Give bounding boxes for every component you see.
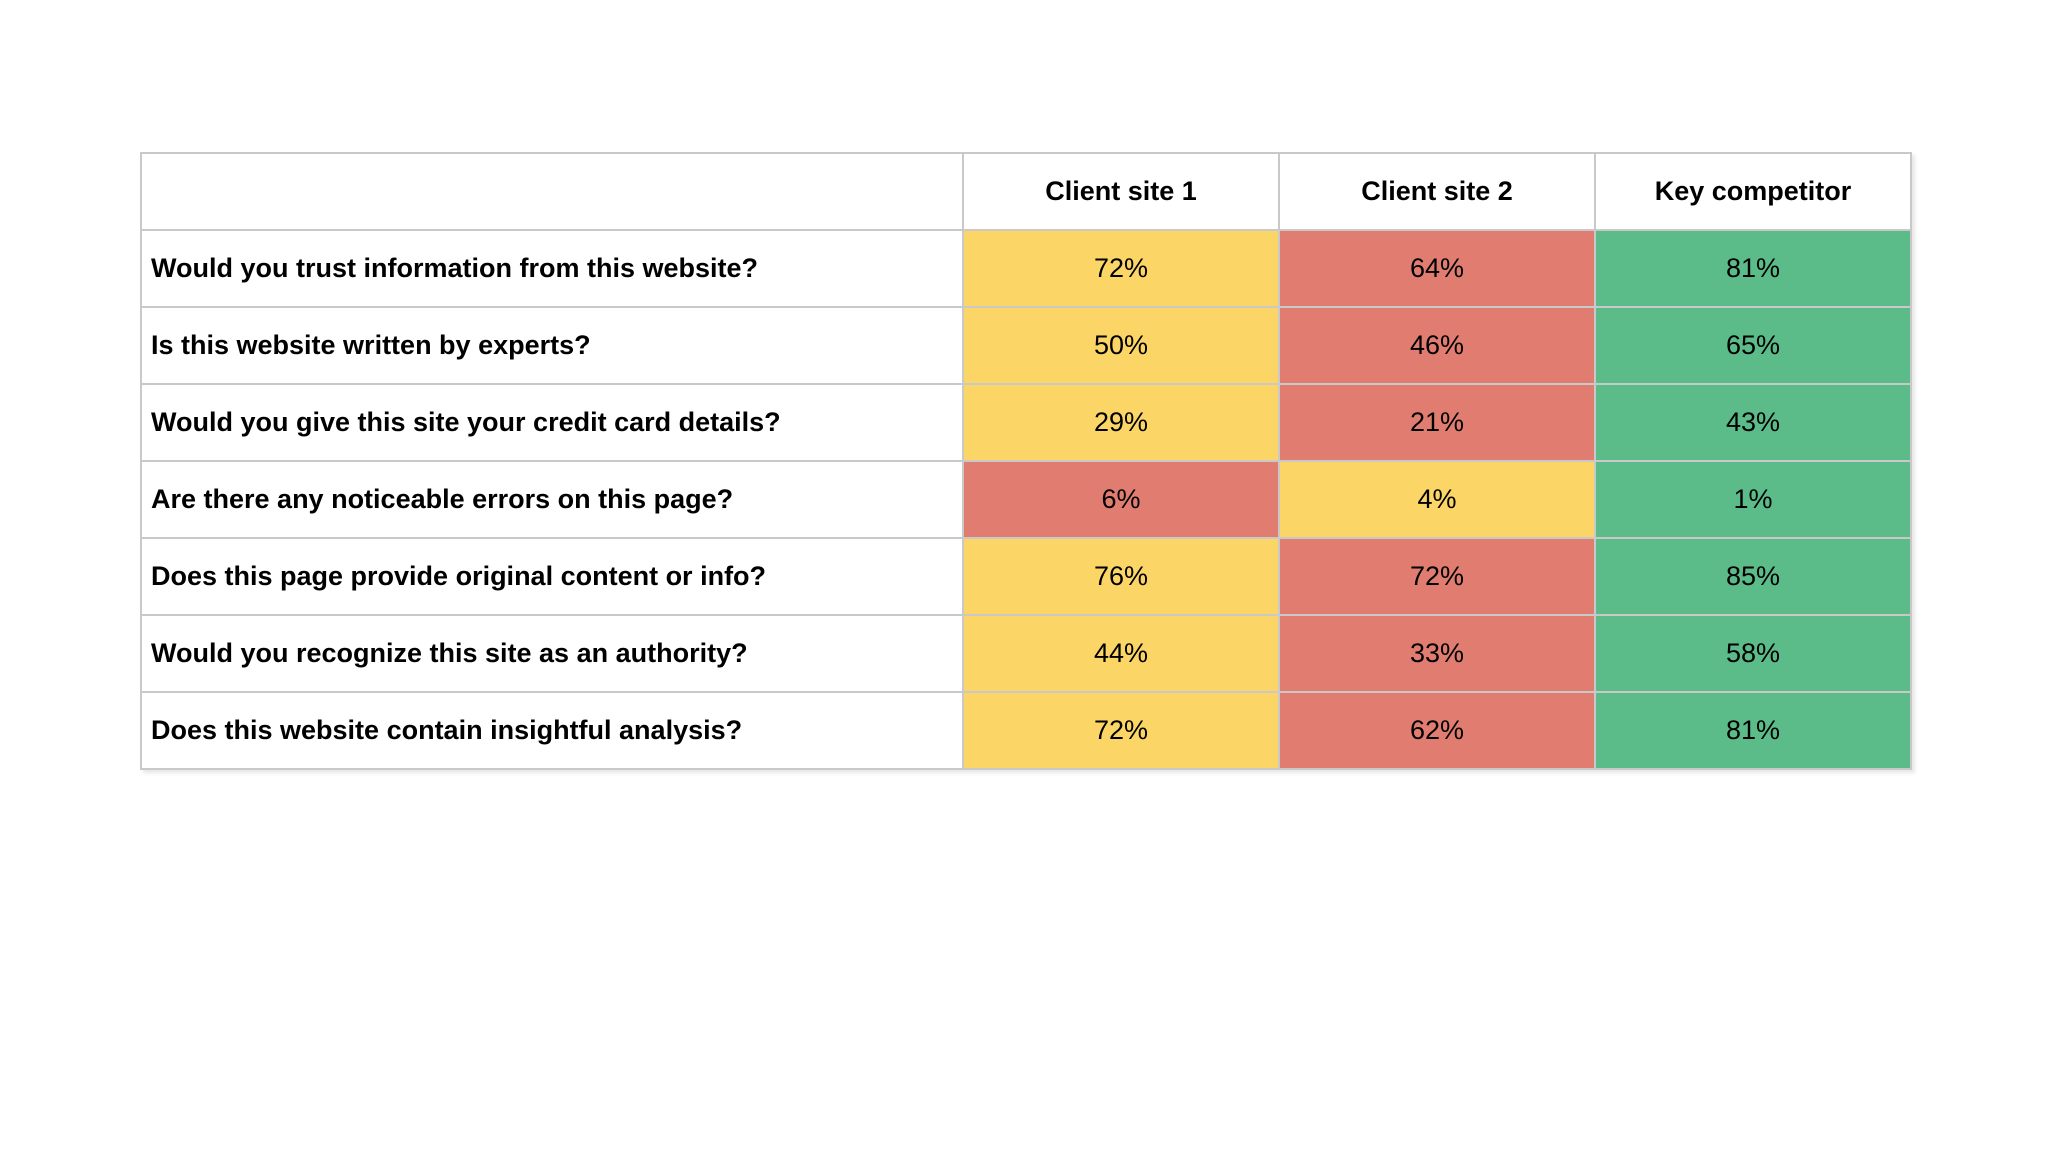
value-cell: 81%	[1594, 691, 1912, 770]
table-row: Is this website written by experts? 50% …	[140, 306, 1912, 385]
value-cell: 29%	[962, 383, 1280, 462]
table-row: Would you recognize this site as an auth…	[140, 614, 1912, 693]
value-cell: 65%	[1594, 306, 1912, 385]
value-cell: 64%	[1278, 229, 1596, 308]
value-cell: 72%	[962, 229, 1280, 308]
value-cell: 85%	[1594, 537, 1912, 616]
question-cell: Is this website written by experts?	[140, 306, 964, 385]
value-cell: 46%	[1278, 306, 1596, 385]
value-cell: 6%	[962, 460, 1280, 539]
value-cell: 81%	[1594, 229, 1912, 308]
comparison-table-container: Client site 1 Client site 2 Key competit…	[140, 152, 1912, 770]
value-cell: 21%	[1278, 383, 1596, 462]
value-cell: 50%	[962, 306, 1280, 385]
value-cell: 62%	[1278, 691, 1596, 770]
table-row: Would you trust information from this we…	[140, 229, 1912, 308]
question-cell: Would you trust information from this we…	[140, 229, 964, 308]
column-header-client-site-2: Client site 2	[1278, 152, 1596, 231]
header-row: Client site 1 Client site 2 Key competit…	[140, 152, 1912, 231]
table-row: Are there any noticeable errors on this …	[140, 460, 1912, 539]
value-cell: 58%	[1594, 614, 1912, 693]
question-cell: Would you give this site your credit car…	[140, 383, 964, 462]
column-header-key-competitor: Key competitor	[1594, 152, 1912, 231]
corner-cell	[140, 152, 964, 231]
value-cell: 72%	[962, 691, 1280, 770]
table-row: Does this page provide original content …	[140, 537, 1912, 616]
value-cell: 1%	[1594, 460, 1912, 539]
site-trust-comparison-table: Client site 1 Client site 2 Key competit…	[140, 152, 1912, 770]
question-cell: Does this page provide original content …	[140, 537, 964, 616]
value-cell: 72%	[1278, 537, 1596, 616]
value-cell: 44%	[962, 614, 1280, 693]
question-cell: Does this website contain insightful ana…	[140, 691, 964, 770]
question-cell: Are there any noticeable errors on this …	[140, 460, 964, 539]
value-cell: 76%	[962, 537, 1280, 616]
column-header-client-site-1: Client site 1	[962, 152, 1280, 231]
table-row: Does this website contain insightful ana…	[140, 691, 1912, 770]
table-row: Would you give this site your credit car…	[140, 383, 1912, 462]
value-cell: 43%	[1594, 383, 1912, 462]
value-cell: 4%	[1278, 460, 1596, 539]
question-cell: Would you recognize this site as an auth…	[140, 614, 964, 693]
value-cell: 33%	[1278, 614, 1596, 693]
